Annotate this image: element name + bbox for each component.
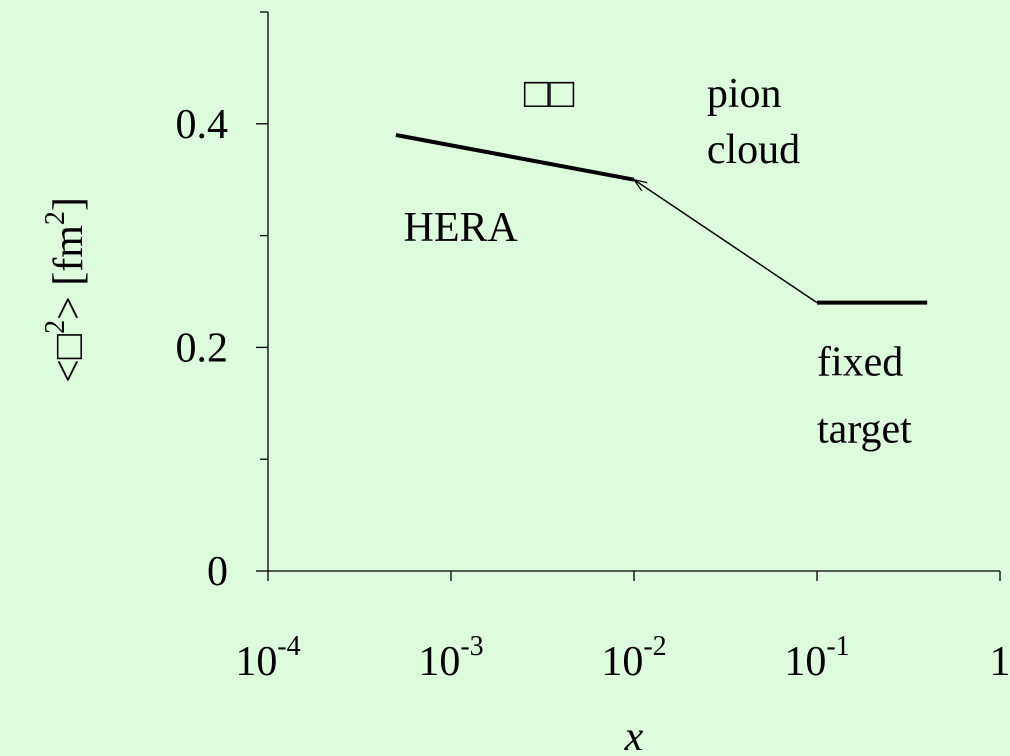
y-axis-ticks: 0 0.2 0.4 (176, 11, 268, 595)
y-tick-label: 0 (207, 549, 228, 595)
data-series (395, 133, 928, 305)
annotation-label: pion (707, 71, 782, 117)
series-line (395, 133, 635, 182)
y-label-sup: 2 (40, 320, 71, 334)
x-tick-label: 10-2 (601, 631, 666, 685)
annotation-label: target (817, 406, 912, 452)
trend-arrow (634, 180, 818, 304)
x-tick-label: 1 (990, 639, 1010, 685)
y-label-suffix: > [fm (46, 225, 92, 320)
y-label-symbol: □ (46, 333, 92, 359)
x-axis-label: x (624, 714, 644, 756)
y-label-prefix: < (46, 359, 92, 383)
x-tick-label: 10-1 (784, 631, 849, 685)
y-label-close: ] (46, 197, 92, 211)
x-tick-label: 10-3 (418, 631, 483, 685)
annotation-label: fixed (817, 339, 903, 385)
y-axis-label: <□2> [fm2] (40, 197, 92, 383)
annotation-label: cloud (707, 127, 800, 173)
y-tick-label: 0.2 (176, 325, 229, 371)
annotations: □□ pion cloud HERA fixed target (403, 71, 912, 452)
annotation-label: □□ (524, 71, 575, 117)
y-label-unit-sup: 2 (40, 211, 71, 225)
x-axis-ticks: 10-4 10-3 10-2 10-1 1 (235, 571, 1010, 685)
annotation-label: HERA (403, 205, 518, 251)
x-tick-label: 10-4 (235, 631, 300, 685)
y-tick-label: 0.4 (176, 102, 229, 148)
